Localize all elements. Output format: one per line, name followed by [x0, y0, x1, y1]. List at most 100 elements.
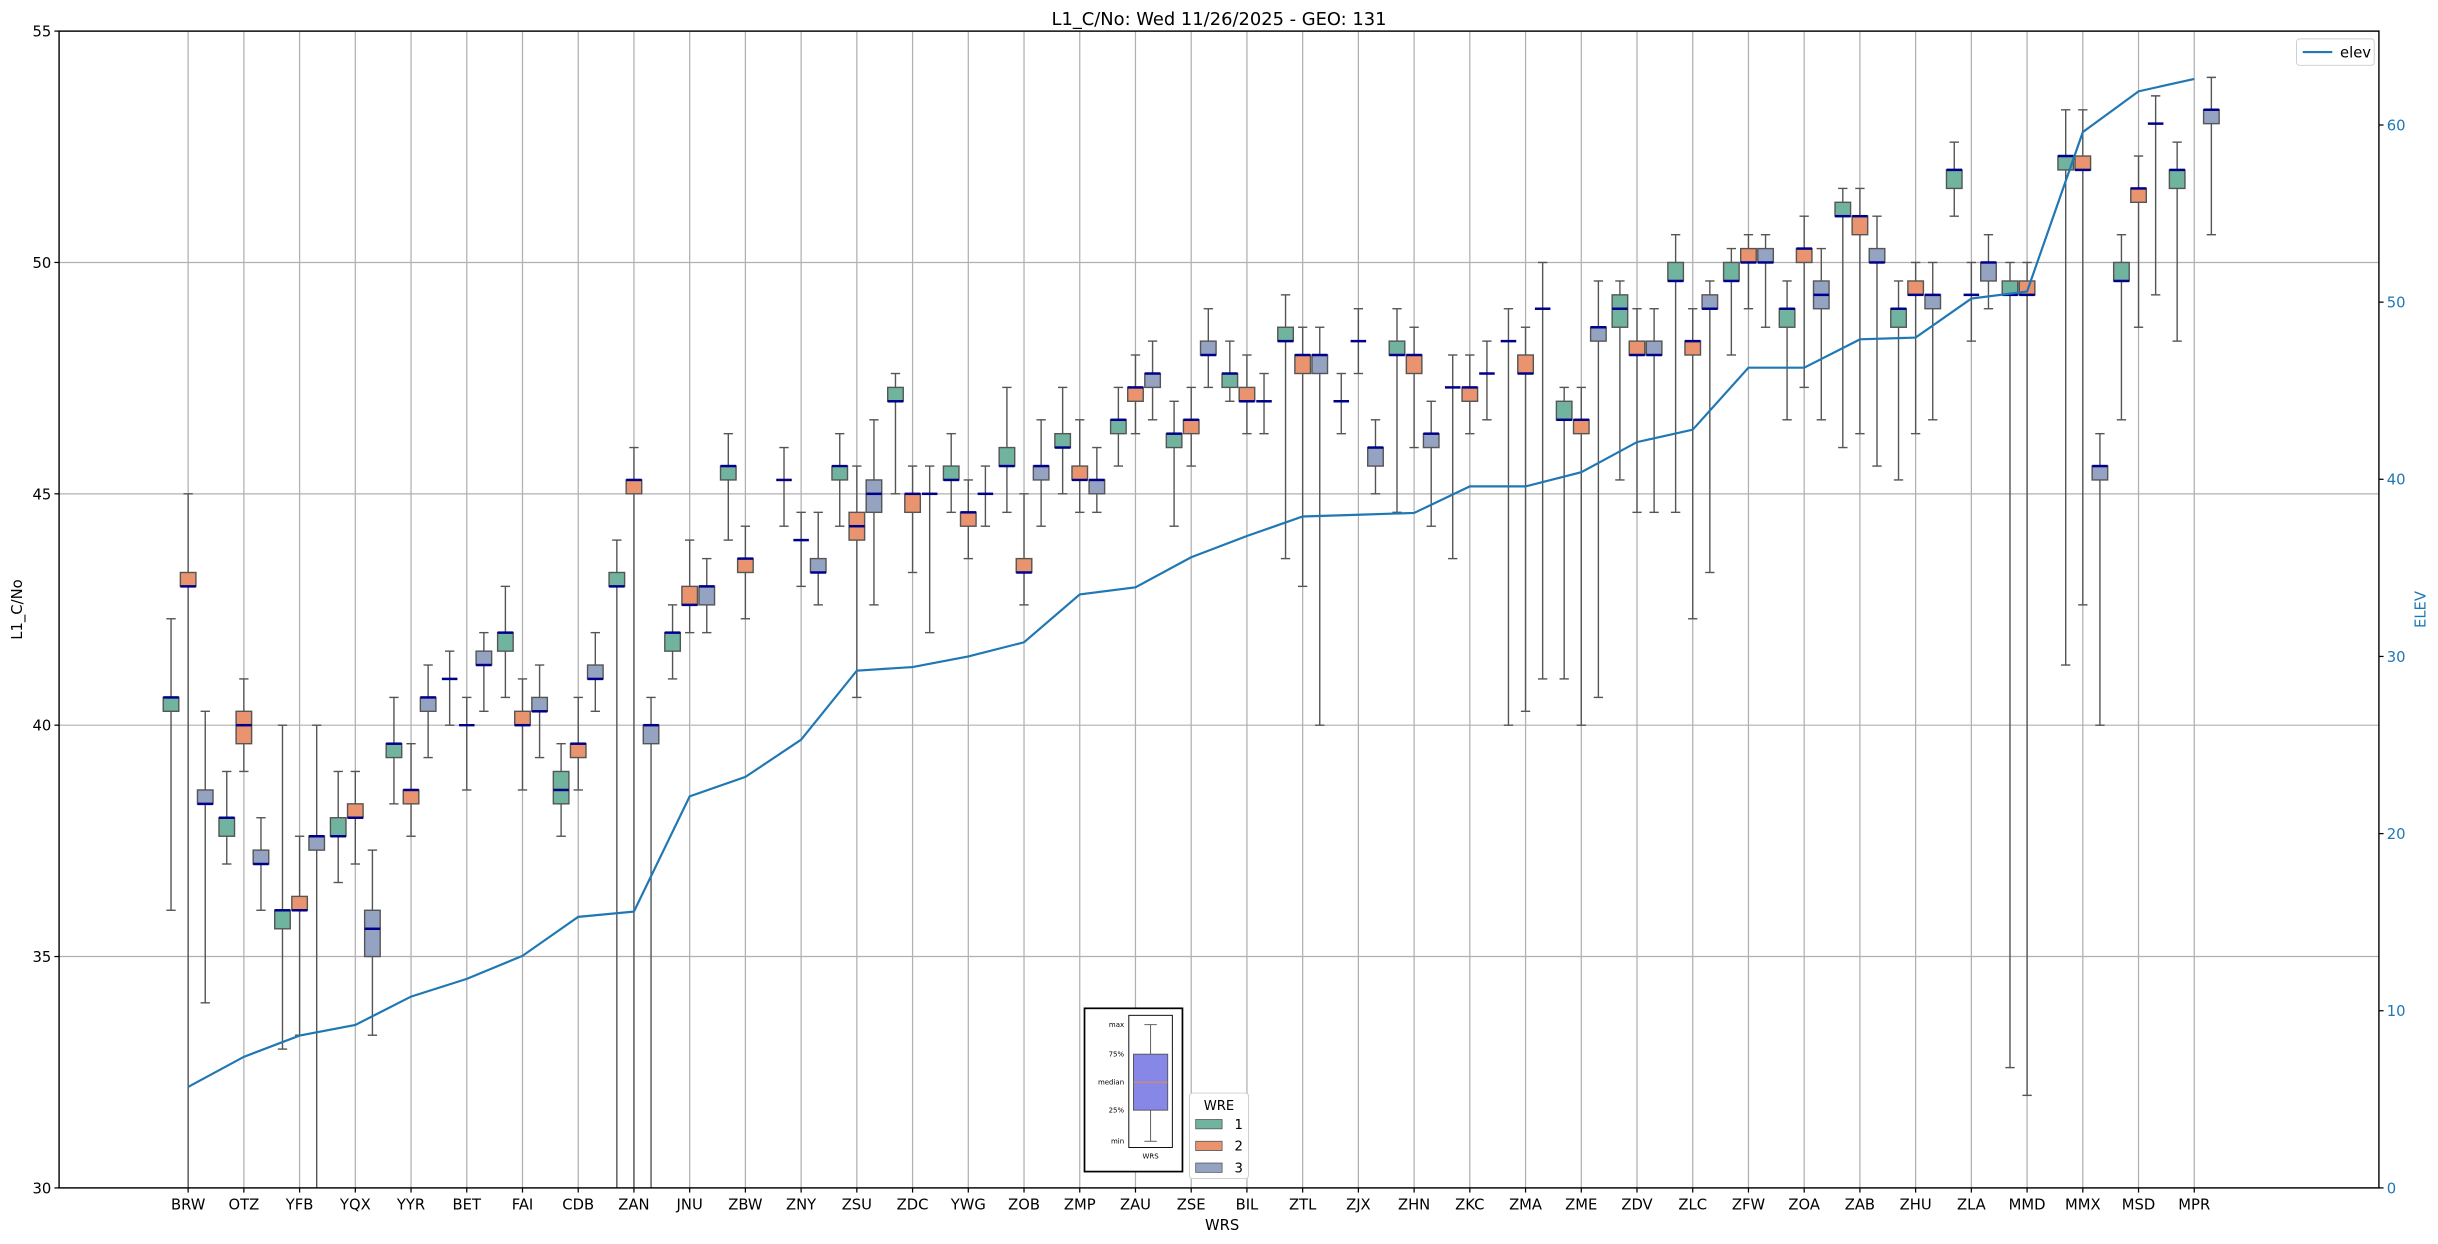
- iqr-box: [1238, 386, 1256, 402]
- x-tick-label-yfb: YFB: [285, 1197, 314, 1214]
- iqr-box: [1778, 308, 1796, 328]
- iqr-box: [1795, 247, 1813, 264]
- iqr-box: [1277, 326, 1295, 342]
- chart-title: L1_C/No: Wed 11/26/2025 - GEO: 131: [1052, 9, 1387, 30]
- box-yqx-wre1: [329, 770, 347, 884]
- iqr-box: [1757, 247, 1775, 264]
- x-tick-label-zau: ZAU: [1120, 1197, 1151, 1214]
- iqr-box: [904, 493, 922, 514]
- y2-tick-label: 50: [2387, 295, 2406, 312]
- wre-legend-swatch-3: [1195, 1162, 1223, 1173]
- x-tick-label-mmx: MMX: [2065, 1197, 2101, 1214]
- y-tick-label: 30: [33, 1180, 52, 1197]
- x-tick-label-brw: BRW: [171, 1197, 206, 1214]
- box-key-inset: max 75% median 25% min WRS: [1083, 1007, 1184, 1173]
- y-tick-label: 50: [33, 255, 52, 272]
- box-zbw-wre2: [736, 525, 754, 620]
- x-tick-label-zlc: ZLC: [1678, 1197, 1707, 1214]
- iqr-box: [865, 479, 883, 514]
- iqr-box: [1945, 169, 1963, 190]
- box-mmx-wre1: [2057, 109, 2075, 666]
- iqr-box: [552, 770, 570, 805]
- iqr-box: [1739, 247, 1757, 264]
- x-tick-label-zfw: ZFW: [1732, 1197, 1766, 1214]
- box-zse-wre3: [1199, 308, 1217, 389]
- iqr-box: [179, 571, 197, 588]
- box-mpr-wre1: [2168, 141, 2186, 342]
- box-bil-wre2: [1238, 354, 1256, 435]
- y2-tick-label: 20: [2387, 826, 2406, 843]
- iqr-box: [531, 696, 549, 713]
- iqr-box: [1071, 465, 1089, 481]
- box-zfw-wre1: [1722, 247, 1740, 356]
- box-otz-wre3: [252, 817, 270, 911]
- box-zjx-wre2: [1350, 308, 1367, 375]
- iqr-box: [308, 835, 326, 851]
- x-tick-label-mpr: MPR: [2178, 1197, 2210, 1214]
- box-zma-wre2: [1517, 326, 1535, 713]
- x-tick-label-zhu: ZHU: [1900, 1197, 1932, 1214]
- box-yyr-wre2: [402, 742, 420, 837]
- box-jnu-wre2: [681, 539, 699, 634]
- box-zse-wre1: [1165, 400, 1183, 527]
- iqr-box: [1628, 340, 1646, 356]
- x-tick-label-yqx: YQX: [339, 1197, 371, 1214]
- iqr-box: [346, 803, 364, 819]
- x-tick-label-zkc: ZKC: [1455, 1197, 1484, 1214]
- x-tick-label-otz: OTZ: [228, 1197, 259, 1214]
- iqr-box: [1199, 340, 1217, 356]
- plot-frame: [58, 30, 2380, 1189]
- iqr-box: [1589, 326, 1607, 342]
- iqr-box: [1126, 386, 1144, 402]
- iqr-box: [1611, 294, 1629, 328]
- elev-series: [187, 77, 2195, 1088]
- iqr-box: [1221, 372, 1239, 389]
- box-ywg-wre2: [959, 479, 977, 560]
- box-ztl-wre3: [1311, 326, 1329, 726]
- box-zmp-wre1: [1054, 386, 1072, 495]
- iqr-box: [1294, 354, 1312, 375]
- box-cdb-wre2: [569, 696, 587, 791]
- iqr-box: [1667, 261, 1685, 282]
- iqr-box: [625, 479, 643, 495]
- box-zfw-wre3: [1757, 233, 1775, 328]
- box-key-q1-label: 25%: [1109, 1106, 1125, 1114]
- x-tick-label-jnu: JNU: [676, 1197, 703, 1214]
- x-tick-label-zdc: ZDC: [897, 1197, 929, 1214]
- x-tick-label-zma: ZMA: [1509, 1197, 1542, 1214]
- x-tick-label-zan: ZAN: [618, 1197, 649, 1214]
- iqr-box: [1182, 419, 1200, 435]
- y2-tick-label: 60: [2387, 117, 2406, 134]
- iqr-box: [2202, 109, 2220, 125]
- box-bil-wre1: [1221, 340, 1239, 402]
- box-zau-wre1: [1109, 386, 1127, 467]
- box-zdc-wre1: [886, 372, 904, 495]
- box-zjx-wre1: [1333, 372, 1350, 435]
- box-zau-wre3: [1144, 340, 1162, 421]
- box-otz-wre1: [218, 770, 236, 865]
- x-tick-label-zab: ZAB: [1845, 1197, 1875, 1214]
- box-mpr-wre3: [2202, 76, 2220, 236]
- iqr-box: [274, 909, 291, 930]
- box-jnu-wre1: [664, 604, 682, 680]
- iqr-box: [608, 571, 626, 588]
- box-zdv-wre3: [1645, 308, 1663, 514]
- box-zau-wre2: [1126, 354, 1144, 435]
- iqr-box: [291, 895, 309, 911]
- iqr-box: [1979, 261, 1997, 282]
- box-zhu-wre3: [1924, 261, 1942, 421]
- iqr-box: [252, 849, 270, 865]
- iqr-box: [1684, 340, 1702, 356]
- iqr-box: [196, 789, 214, 805]
- wre-legend: WRE 1 2 3: [1188, 1092, 1250, 1180]
- iqr-box: [1144, 372, 1162, 389]
- box-zan-wre3: [642, 696, 660, 1188]
- y-tick-label: 55: [33, 24, 52, 41]
- iqr-box: [1924, 294, 1942, 310]
- iqr-box: [1388, 340, 1406, 356]
- box-key-q3-label: 75%: [1109, 1051, 1125, 1059]
- box-zjx-wre3: [1367, 419, 1384, 495]
- box-msd-wre2: [2130, 155, 2148, 328]
- box-otz-wre2: [235, 678, 253, 773]
- x-tick-label-zsu: ZSU: [842, 1197, 872, 1214]
